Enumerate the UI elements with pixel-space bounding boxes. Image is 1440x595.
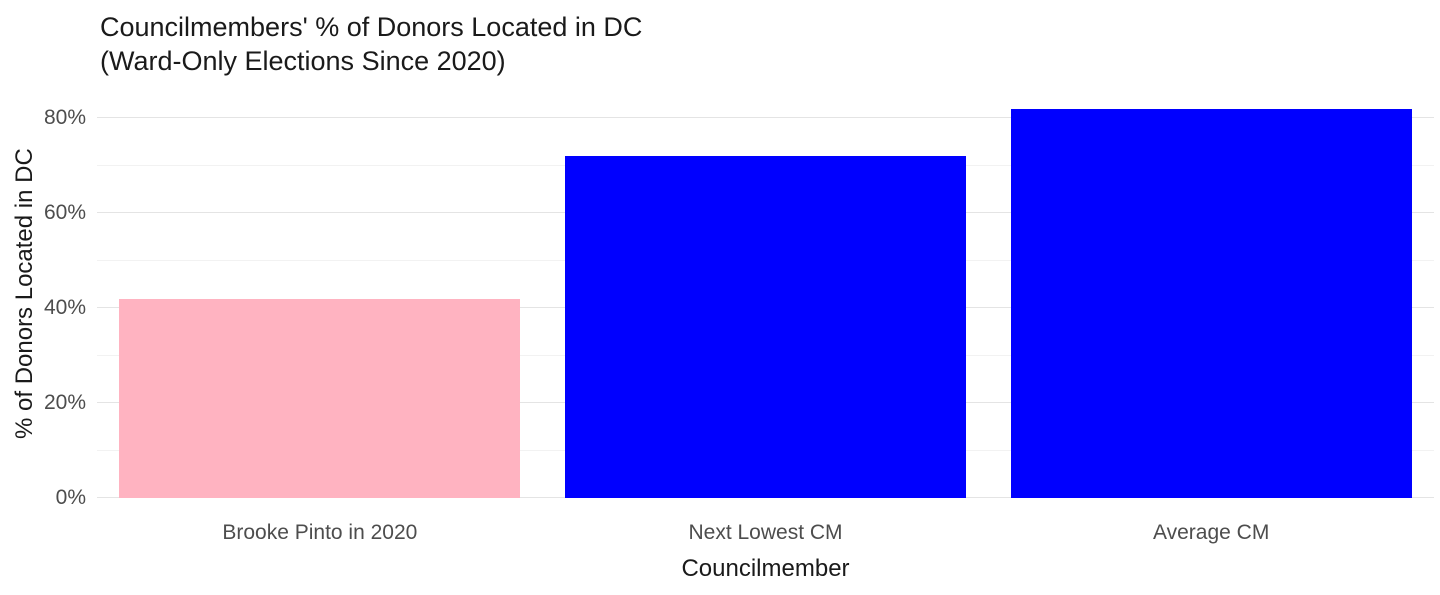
x-axis-title: Councilmember — [681, 555, 850, 582]
bar-next-lowest-cm — [564, 156, 967, 498]
y-axis-tick-labels: 0% 20% 40% 60% 80% — [0, 90, 86, 509]
y-tick-label-20: 20% — [43, 391, 86, 415]
bar-brooke-pinto-in-2020 — [119, 298, 521, 498]
bar-band-brooke-pinto-in-2020 — [97, 90, 543, 498]
bar-average-cm — [1010, 108, 1412, 498]
y-tick-label-0: 0% — [55, 486, 86, 509]
x-axis-tick-labels: Brooke Pinto in 2020 Next Lowest CM Averag… — [97, 521, 1434, 545]
bar-band-average-cm — [988, 90, 1434, 498]
x-tick-label-next-lowest-cm: Next Lowest CM — [688, 521, 843, 544]
gridline-major-80 — [97, 117, 1434, 119]
y-tick-label-60: 60% — [43, 201, 86, 225]
x-tick-label-average-cm: Average CM — [1153, 521, 1270, 544]
y-tick-label-80: 80% — [43, 106, 86, 130]
chart-title: Councilmembers' % of Donors Located in D… — [100, 10, 642, 78]
bars-container — [97, 90, 1434, 498]
x-tick-label-brooke-pinto-in-2020: Brooke Pinto in 2020 — [222, 521, 418, 544]
chart-title-line-1: Councilmembers' % of Donors Located in D… — [100, 12, 643, 42]
y-tick-label-40: 40% — [43, 296, 86, 320]
plot-panel — [97, 90, 1434, 498]
chart-title-line-2: (Ward-Only Elections Since 2020) — [100, 46, 506, 76]
bar-band-next-lowest-cm — [543, 90, 989, 498]
